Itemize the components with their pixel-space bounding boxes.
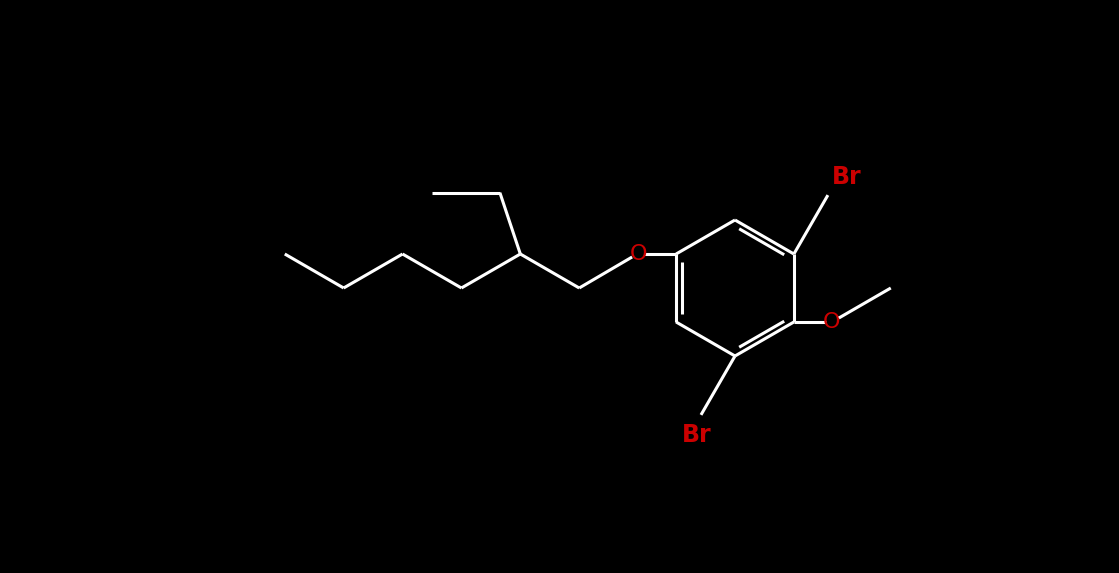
- Text: O: O: [824, 312, 840, 332]
- Text: O: O: [629, 244, 647, 264]
- Text: Br: Br: [683, 423, 712, 447]
- Text: Br: Br: [831, 165, 862, 189]
